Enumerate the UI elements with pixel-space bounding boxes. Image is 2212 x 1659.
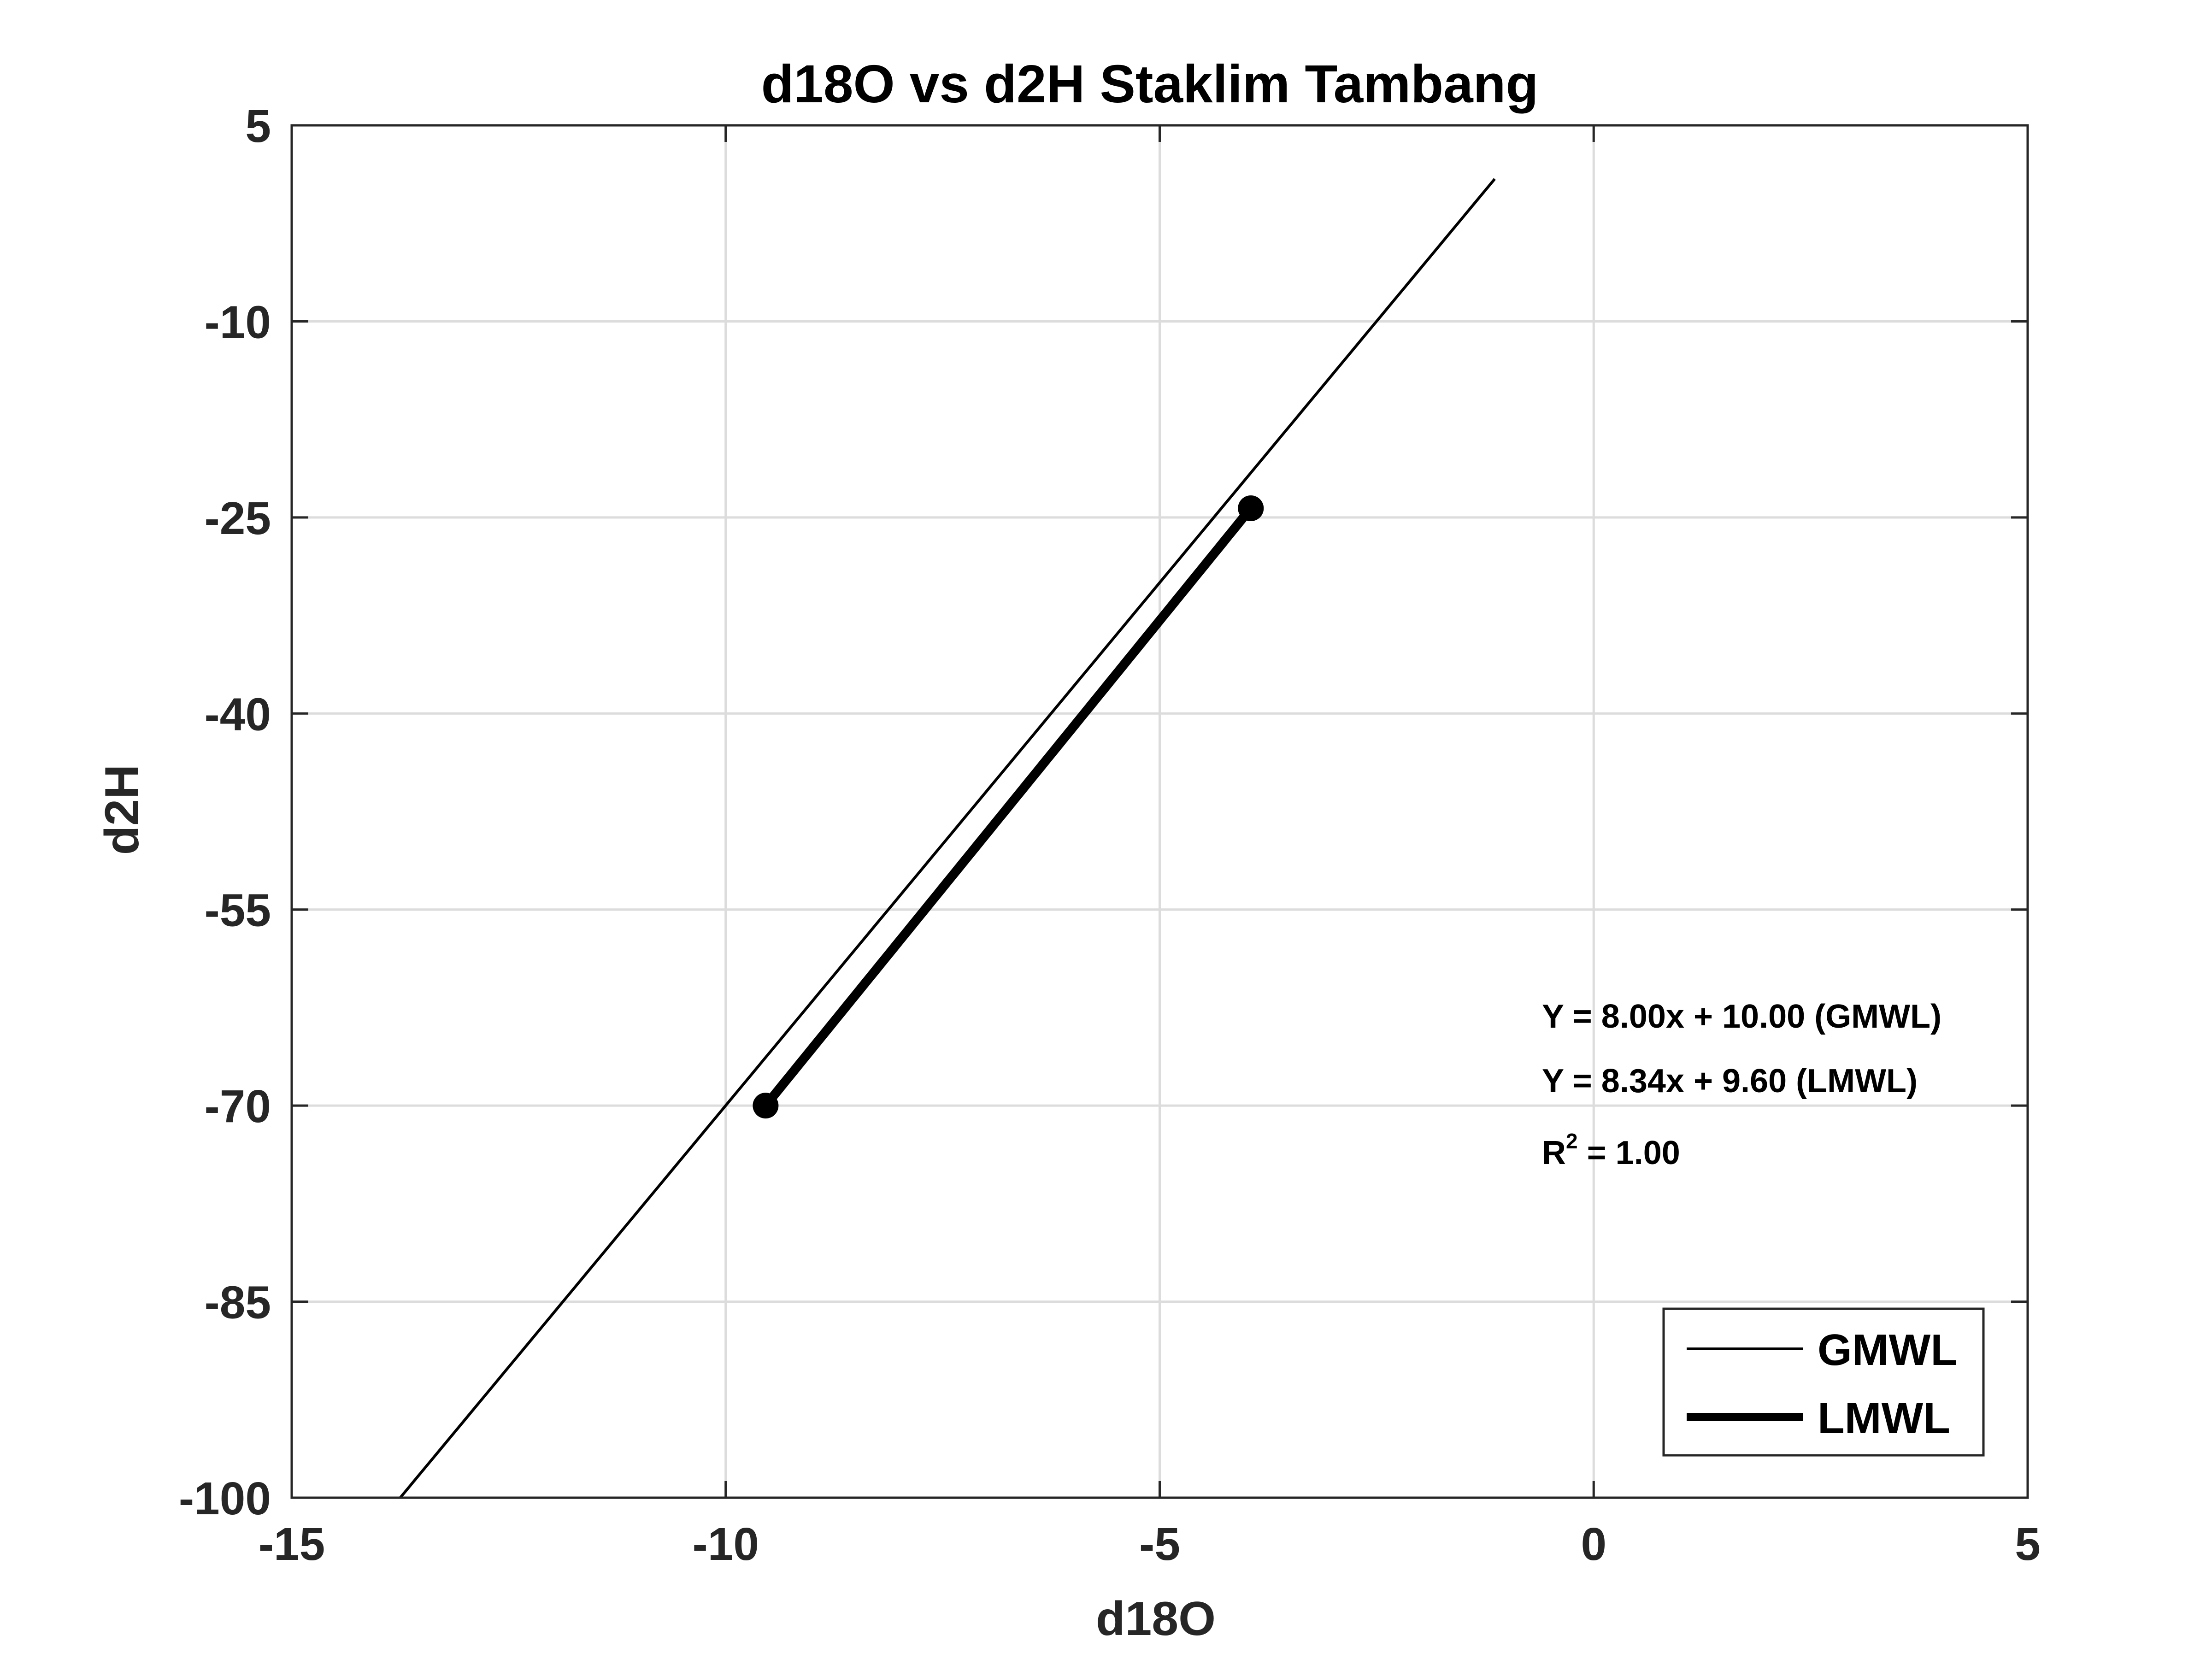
data-point: [753, 1093, 779, 1119]
legend-box: [1662, 1307, 1985, 1457]
r-squared-superscript: 2: [1566, 1129, 1578, 1153]
r-squared-value: = 1.00: [1578, 1135, 1680, 1171]
axis-ticks: [290, 124, 2029, 1499]
legend: GMWL LMWL: [1662, 1307, 1985, 1457]
x-tick-label: -5: [1139, 1518, 1180, 1570]
gmwl-equation: Y = 8.00x + 10.00 (GMWL): [1542, 998, 1941, 1035]
y-tick-label: -70: [204, 1081, 271, 1132]
r-squared: R2 = 1.00: [1542, 1129, 1680, 1171]
legend-lmwl-label: LMWL: [1818, 1394, 1950, 1443]
x-tick-label: 5: [2015, 1518, 2041, 1570]
y-tick-label: -100: [179, 1473, 271, 1524]
y-tick-label: -55: [204, 885, 271, 936]
gmwl-line: [399, 178, 1496, 1499]
x-tick-label: 0: [1581, 1518, 1606, 1570]
r-squared-prefix: R: [1542, 1135, 1566, 1171]
y-tick-label: -10: [204, 296, 271, 348]
y-axis-label: d2H: [95, 765, 149, 855]
legend-gmwl-label: GMWL: [1818, 1325, 1958, 1375]
x-tick-label: -15: [259, 1518, 325, 1570]
x-axis-label: d18O: [1096, 1592, 1216, 1646]
chart-title: d18O vs d2H Staklim Tambang: [761, 54, 1539, 114]
lmwl-equation: Y = 8.34x + 9.60 (LMWL): [1542, 1063, 1918, 1100]
y-tick-label: -40: [204, 688, 271, 740]
data-point: [1238, 495, 1264, 522]
x-tick-label: -10: [692, 1518, 759, 1570]
equation-annotations: Y = 8.00x + 10.00 (GMWL) Y = 8.34x + 9.6…: [1542, 998, 1941, 1171]
y-tick-label: -85: [204, 1277, 271, 1329]
y-tick-label: 5: [245, 100, 271, 152]
tick-labels: -15 -10 -5 0 5 5 -10 -25 -40 -55 -70 -85 -100: [179, 100, 2041, 1570]
grid-lines: [292, 125, 2028, 1498]
plot-area: [399, 178, 1496, 1499]
y-tick-label: -25: [204, 493, 271, 544]
lmwl-line: [761, 504, 1256, 1111]
